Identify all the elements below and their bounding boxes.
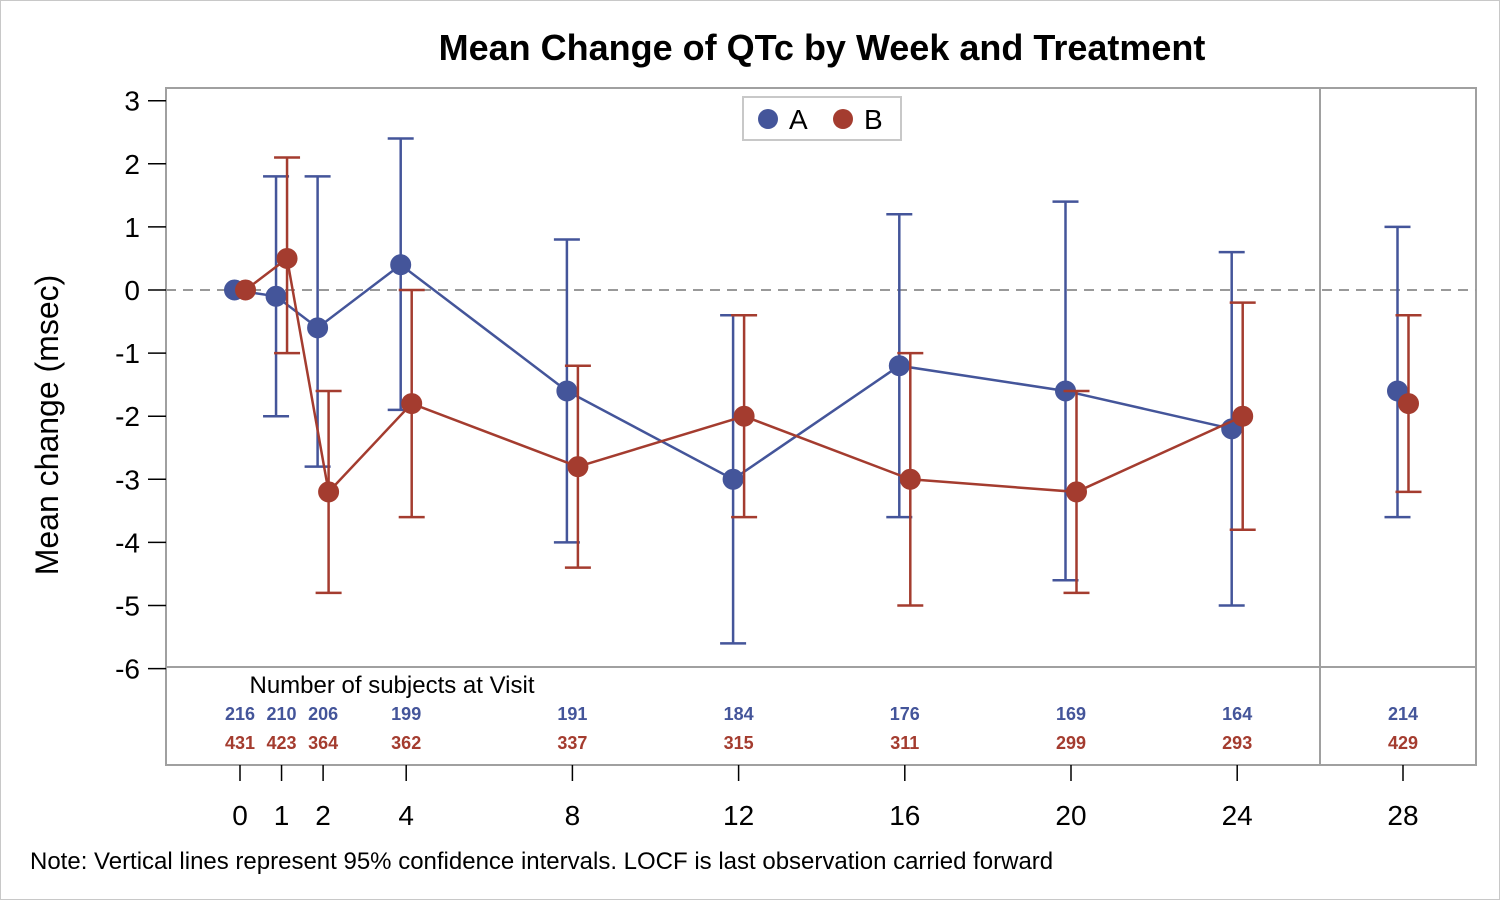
subject-count-B: 311 <box>890 733 919 753</box>
y-tick-label: -2 <box>115 401 140 432</box>
x-tick-label: 2 <box>315 800 331 831</box>
data-point-B <box>318 481 340 503</box>
subject-count-B: 429 <box>1388 733 1418 753</box>
data-point-B <box>1398 393 1419 415</box>
data-point-B <box>276 247 298 269</box>
y-tick-label: 3 <box>124 86 140 117</box>
legend-marker-B <box>833 109 853 129</box>
y-tick-label: -1 <box>115 338 140 369</box>
y-tick-label: -3 <box>115 464 140 495</box>
y-tick-label: -5 <box>115 591 140 622</box>
y-tick-label: 0 <box>124 275 140 306</box>
data-point-A <box>888 355 910 377</box>
data-point-A <box>265 285 287 307</box>
data-point-B <box>567 456 589 478</box>
subject-count-A: 206 <box>308 704 338 724</box>
x-tick-label: 8 <box>565 800 581 831</box>
plot-area-border <box>165 87 1477 766</box>
subject-count-B: 315 <box>724 733 754 753</box>
data-point-A <box>307 317 329 339</box>
subject-count-A: 169 <box>1056 704 1086 724</box>
subject-count-B: 299 <box>1056 733 1086 753</box>
y-tick-label: -4 <box>115 527 140 558</box>
subject-count-B: 362 <box>391 733 421 753</box>
data-point-B <box>235 279 256 301</box>
legend-label-A: A <box>789 104 808 135</box>
data-point-A <box>390 254 412 276</box>
subject-count-A: 214 <box>1388 704 1418 724</box>
chart-title: Mean Change of QTc by Week and Treatment <box>439 27 1206 68</box>
data-point-A <box>722 468 744 490</box>
legend-box <box>742 96 902 141</box>
legend-label-B: B <box>864 104 883 135</box>
subject-count-A: 191 <box>557 704 587 724</box>
subjects-table-label: Number of subjects at Visit <box>249 672 534 699</box>
x-tick-label: 24 <box>1222 800 1253 831</box>
subject-count-A: 216 <box>225 704 255 724</box>
subject-count-A: 210 <box>267 704 297 724</box>
x-tick-label: 28 <box>1387 800 1418 831</box>
subject-count-A: 164 <box>1222 704 1252 724</box>
y-tick-label: -6 <box>115 654 140 685</box>
data-point-B <box>733 405 755 427</box>
x-tick-label: 16 <box>889 800 920 831</box>
data-point-B <box>1232 405 1254 427</box>
x-tick-label: 12 <box>723 800 754 831</box>
x-tick-label: 20 <box>1055 800 1086 831</box>
x-tick-label: 0 <box>232 800 248 831</box>
footnote: Note: Vertical lines represent 95% confi… <box>30 848 1054 875</box>
subject-count-B: 337 <box>557 733 587 753</box>
subject-count-B: 423 <box>267 733 297 753</box>
legend-marker-A <box>758 109 778 129</box>
subject-count-A: 184 <box>724 704 754 724</box>
data-point-B <box>899 468 921 490</box>
subject-count-B: 364 <box>308 733 338 753</box>
subject-count-B: 293 <box>1222 733 1252 753</box>
data-point-B <box>401 393 423 415</box>
subject-count-A: 176 <box>890 704 920 724</box>
subject-count-A: 199 <box>391 704 421 724</box>
x-tick-label: 1 <box>274 800 290 831</box>
data-point-B <box>1066 481 1087 503</box>
y-tick-label: 2 <box>124 149 140 180</box>
y-axis-label: Mean change (msec) <box>29 275 65 576</box>
data-point-A <box>556 380 578 402</box>
x-tick-label: 4 <box>398 800 414 831</box>
subject-count-B: 431 <box>225 733 255 753</box>
y-tick-label: 1 <box>124 212 140 243</box>
